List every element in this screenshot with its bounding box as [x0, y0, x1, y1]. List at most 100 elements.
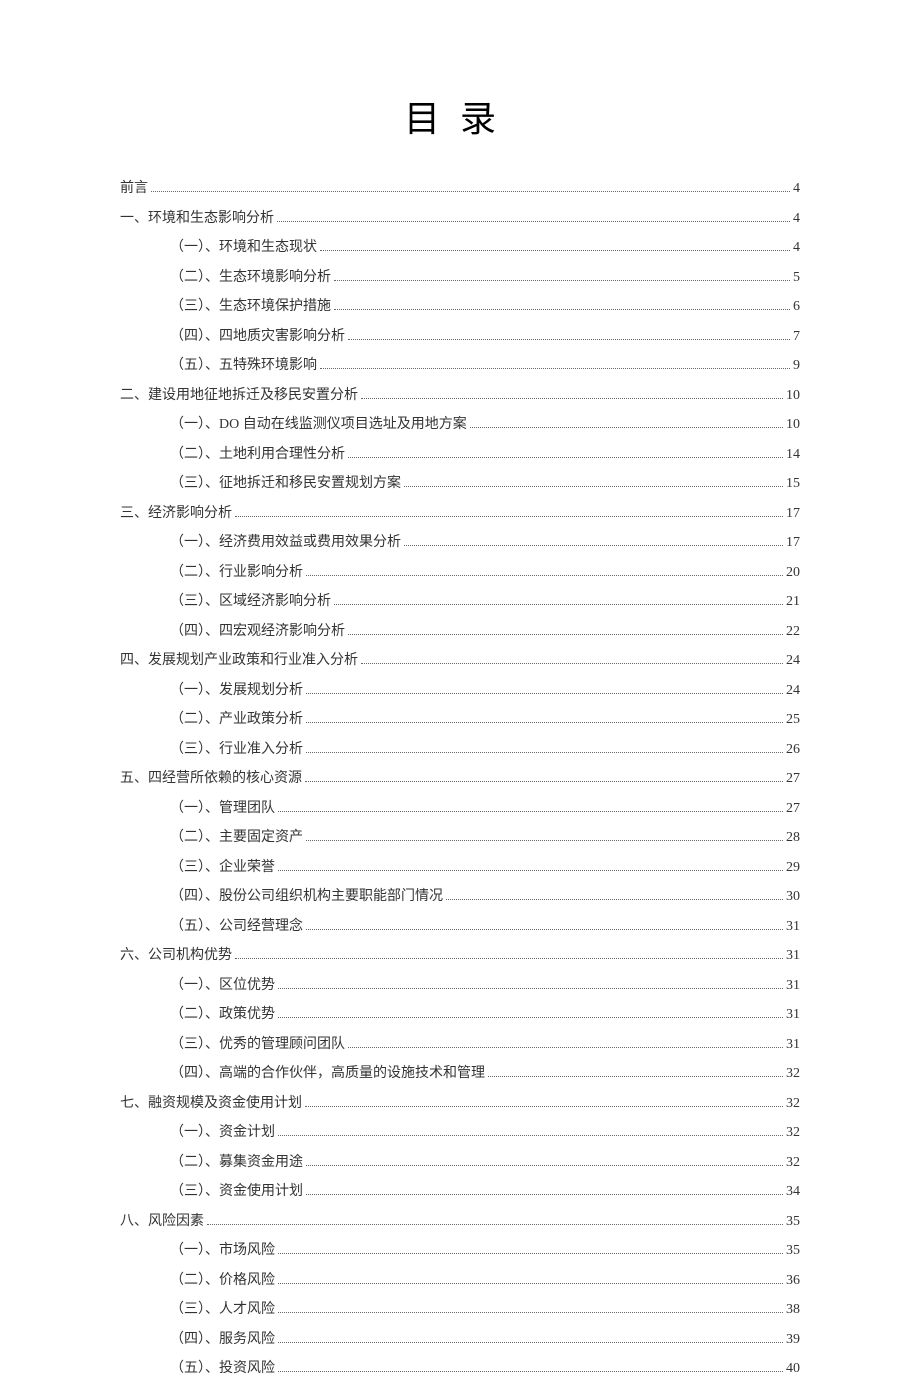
toc-leader-dots — [348, 634, 783, 635]
toc-entry-label: （三）、优秀的管理顾问团队 — [170, 1033, 345, 1053]
toc-entry-label: 七、融资规模及资金使用计划 — [120, 1092, 302, 1112]
toc-entry-page: 34 — [786, 1184, 800, 1200]
toc-entry-page: 10 — [786, 388, 800, 404]
toc-entry: 一、环境和生态影响分析4 — [120, 207, 800, 227]
toc-entry: （二）、产业政策分析25 — [120, 708, 800, 728]
toc-entry-label: （三）、企业荣誉 — [170, 856, 275, 876]
toc-leader-dots — [235, 516, 783, 517]
toc-leader-dots — [278, 1312, 783, 1313]
toc-leader-dots — [348, 339, 790, 340]
toc-entry-page: 29 — [786, 860, 800, 876]
toc-entry-page: 30 — [786, 889, 800, 905]
toc-entry-label: （三）、资金使用计划 — [170, 1180, 303, 1200]
toc-entry: （一）、资金计划 32 — [120, 1121, 800, 1141]
toc-leader-dots — [320, 368, 790, 369]
toc-entry-label: 六、公司机构优势 — [120, 944, 232, 964]
toc-leader-dots — [278, 988, 783, 989]
toc-entry-label: （一）、DO 自动在线监测仪项目选址及用地方案 — [170, 413, 467, 433]
toc-entry-page: 4 — [793, 211, 800, 227]
toc-entry-page: 22 — [786, 624, 800, 640]
toc-entry-label: （三）、生态环境保护措施 — [170, 295, 331, 315]
toc-entry: （一）、发展规划分析 24 — [120, 679, 800, 699]
toc-leader-dots — [277, 221, 790, 222]
toc-entry-page: 17 — [786, 535, 800, 551]
toc-entry: （二）、主要固定资产28 — [120, 826, 800, 846]
toc-entry-label: 四、发展规划产业政策和行业准入分析 — [120, 649, 358, 669]
toc-entry-page: 24 — [786, 683, 800, 699]
toc-entry-page: 7 — [793, 329, 800, 345]
toc-entry-label: （五）、公司经营理念 — [170, 915, 303, 935]
toc-entry-page: 20 — [786, 565, 800, 581]
toc-entry: （二）、募集资金用途 32 — [120, 1151, 800, 1171]
toc-leader-dots — [207, 1224, 783, 1225]
toc-title: 目录 — [120, 90, 800, 142]
toc-leader-dots — [306, 693, 783, 694]
toc-entry: （三）、企业荣誉 29 — [120, 856, 800, 876]
toc-entry-label: （二）、募集资金用途 — [170, 1151, 303, 1171]
toc-entry: （三）、人才风险38 — [120, 1298, 800, 1318]
toc-leader-dots — [334, 309, 790, 310]
toc-entry: （二）、生态环境影响分析 5 — [120, 266, 800, 286]
toc-entry-page: 31 — [786, 978, 800, 994]
toc-leader-dots — [278, 811, 783, 812]
toc-entry-label: （一）、资金计划 — [170, 1121, 275, 1141]
toc-entry-page: 32 — [786, 1155, 800, 1171]
toc-leader-dots — [278, 1283, 783, 1284]
toc-entry-label: （三）、区域经济影响分析 — [170, 590, 331, 610]
toc-entry-label: （三）、人才风险 — [170, 1298, 275, 1318]
toc-entry: （一）、经济费用效益或费用效果分析 17 — [120, 531, 800, 551]
toc-entry: （三）、优秀的管理顾问团队31 — [120, 1033, 800, 1053]
table-of-contents: 前言4一、环境和生态影响分析4（一）、环境和生态现状4（二）、生态环境影响分析5… — [120, 177, 800, 1377]
toc-entry-label: 前言 — [120, 177, 148, 197]
toc-entry-label: 八、风险因素 — [120, 1210, 204, 1230]
toc-entry: 四、发展规划产业政策和行业准入分析 24 — [120, 649, 800, 669]
toc-entry-page: 4 — [793, 181, 800, 197]
toc-entry-label: （一）、发展规划分析 — [170, 679, 303, 699]
toc-entry: 五、四经营所依赖的核心资源27 — [120, 767, 800, 787]
toc-entry-page: 31 — [786, 919, 800, 935]
toc-entry: （三）、征地拆迁和移民安置规划方案15 — [120, 472, 800, 492]
toc-entry-label: （二）、生态环境影响分析 — [170, 266, 331, 286]
toc-leader-dots — [404, 545, 783, 546]
toc-leader-dots — [488, 1076, 783, 1077]
toc-entry-label: （五）、五特殊环境影响 — [170, 354, 317, 374]
toc-entry: （一）、环境和生态现状4 — [120, 236, 800, 256]
toc-entry-label: （一）、市场风险 — [170, 1239, 275, 1259]
toc-leader-dots — [306, 1194, 783, 1195]
toc-entry: （二）、行业影响分析20 — [120, 561, 800, 581]
toc-leader-dots — [306, 752, 783, 753]
toc-entry: 八、风险因素 35 — [120, 1210, 800, 1230]
toc-entry-page: 32 — [786, 1125, 800, 1141]
toc-entry: （一）、市场风险 35 — [120, 1239, 800, 1259]
toc-entry: 七、融资规模及资金使用计划 32 — [120, 1092, 800, 1112]
toc-entry-page: 31 — [786, 948, 800, 964]
toc-entry-page: 31 — [786, 1007, 800, 1023]
toc-leader-dots — [278, 1371, 783, 1372]
toc-entry-page: 40 — [786, 1361, 800, 1377]
toc-entry-page: 24 — [786, 653, 800, 669]
toc-leader-dots — [306, 929, 783, 930]
toc-entry-page: 32 — [786, 1096, 800, 1112]
toc-leader-dots — [235, 958, 783, 959]
toc-entry-page: 32 — [786, 1066, 800, 1082]
toc-entry: （一）、区位优势31 — [120, 974, 800, 994]
toc-entry-page: 6 — [793, 299, 800, 315]
toc-leader-dots — [334, 280, 790, 281]
toc-entry-label: （一）、经济费用效益或费用效果分析 — [170, 531, 401, 551]
toc-leader-dots — [278, 1017, 783, 1018]
toc-entry-label: （二）、主要固定资产 — [170, 826, 303, 846]
toc-entry-page: 35 — [786, 1243, 800, 1259]
toc-entry-label: （一）、管理团队 — [170, 797, 275, 817]
toc-entry: （二）、政策优势 31 — [120, 1003, 800, 1023]
toc-leader-dots — [306, 1165, 783, 1166]
toc-entry-label: （一）、环境和生态现状 — [170, 236, 317, 256]
toc-entry-page: 5 — [793, 270, 800, 286]
toc-entry-page: 35 — [786, 1214, 800, 1230]
toc-entry: （三）、区域经济影响分析21 — [120, 590, 800, 610]
toc-entry-label: （二）、政策优势 — [170, 1003, 275, 1023]
toc-entry-label: （四）、四宏观经济影响分析 — [170, 620, 345, 640]
toc-entry-page: 26 — [786, 742, 800, 758]
toc-leader-dots — [306, 840, 783, 841]
toc-entry-label: （四）、四地质灾害影响分析 — [170, 325, 345, 345]
toc-leader-dots — [278, 1342, 783, 1343]
